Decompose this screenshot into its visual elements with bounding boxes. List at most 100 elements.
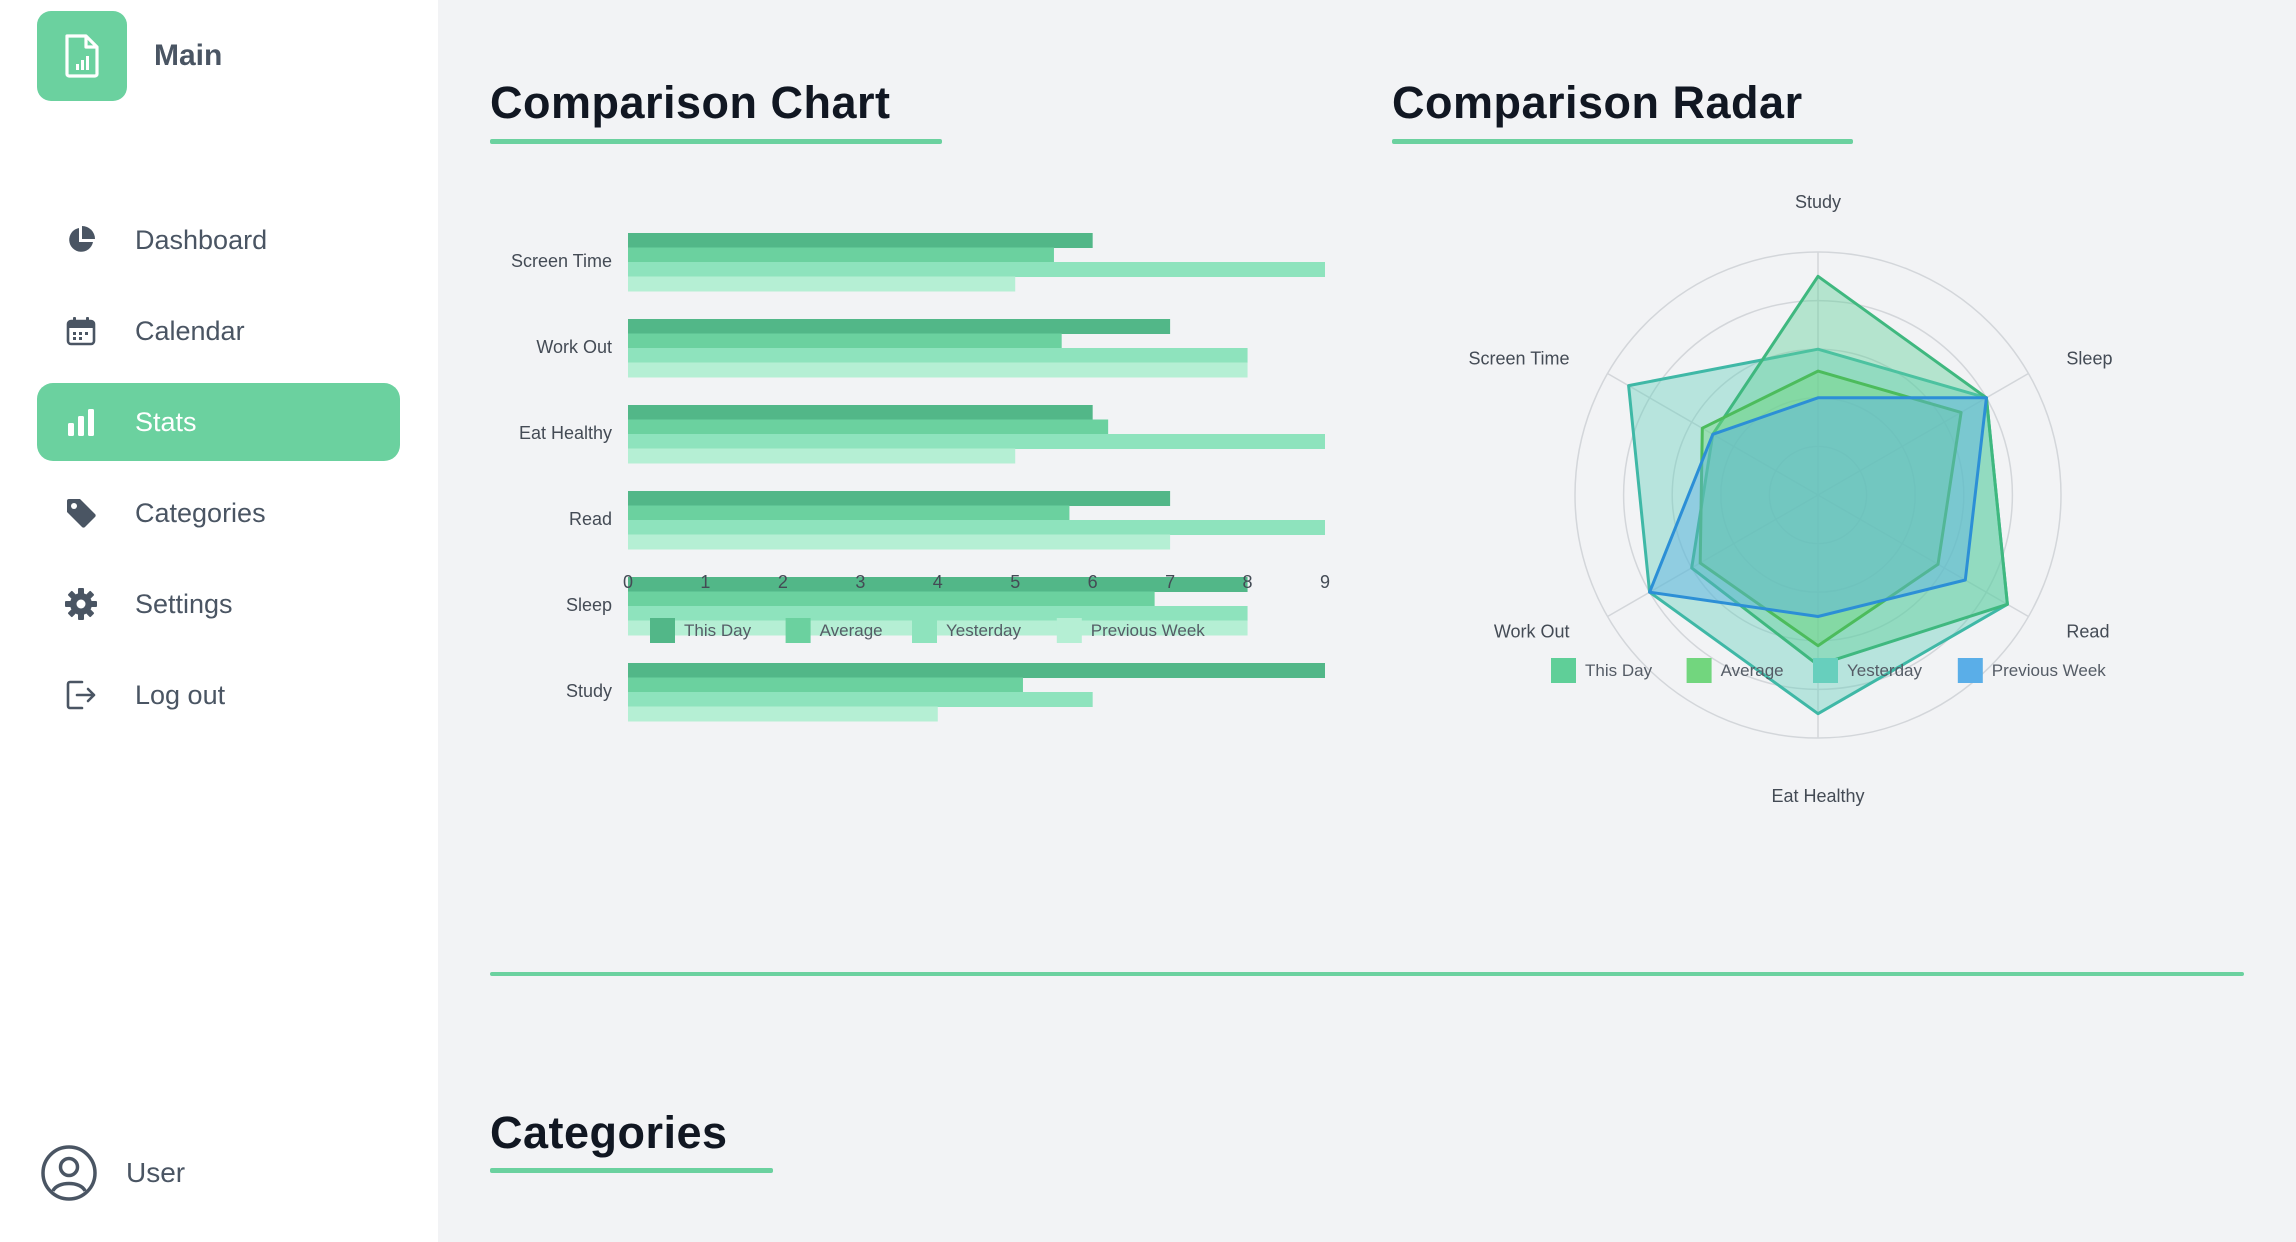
title-underline xyxy=(490,1168,773,1173)
sidebar-item-label: Log out xyxy=(135,679,226,710)
radar-axis-label: Sleep xyxy=(2066,349,2112,369)
x-tick-label: 0 xyxy=(623,572,633,592)
bar xyxy=(628,333,1062,349)
x-tick-label: 4 xyxy=(933,572,943,592)
bar xyxy=(628,362,1248,378)
bar xyxy=(628,692,1093,707)
legend-label: This Day xyxy=(1585,661,1653,680)
bar-chart-icon xyxy=(64,405,98,439)
legend-label: Previous Week xyxy=(1091,621,1206,640)
bar xyxy=(628,348,1248,363)
bar xyxy=(628,663,1325,678)
bar xyxy=(628,677,1023,693)
x-tick-label: 8 xyxy=(1243,572,1253,592)
radar-axis-label: Work Out xyxy=(1494,622,1570,642)
comparison-chart-title: Comparison Chart xyxy=(490,77,891,128)
sidebar-item-settings[interactable]: Settings xyxy=(37,565,400,643)
section-divider xyxy=(490,972,2244,976)
brand-name: Main xyxy=(154,39,223,72)
legend-swatch xyxy=(1056,618,1082,643)
legend-label: Average xyxy=(820,621,883,640)
brand[interactable]: Main xyxy=(37,11,222,101)
bar xyxy=(628,577,1248,592)
x-tick-label: 9 xyxy=(1320,572,1330,592)
bar xyxy=(628,405,1093,420)
bar xyxy=(628,319,1171,334)
bar xyxy=(628,491,1171,506)
sidebar-item-label: Dashboard xyxy=(135,224,268,255)
title-underline xyxy=(1392,139,1853,144)
legend-swatch xyxy=(785,618,811,643)
legend: This Day Average Yesterday Previous Week xyxy=(650,618,1205,643)
legend-label: Average xyxy=(1721,661,1784,680)
radar-axis-label: Study xyxy=(1795,192,1841,212)
bar xyxy=(628,434,1325,449)
radar-axis-label: Screen Time xyxy=(1469,349,1570,369)
bar xyxy=(628,505,1070,521)
legend-label: This Day xyxy=(684,621,752,640)
radar-spoke xyxy=(1817,372,2029,496)
category-label: Eat Healthy xyxy=(519,423,612,443)
gear-icon xyxy=(64,587,98,621)
pie-chart-icon xyxy=(64,223,98,257)
sidebar-item-dashboard[interactable]: Dashboard xyxy=(37,201,400,279)
sidebar-item-label: Stats xyxy=(135,406,197,437)
bar xyxy=(628,419,1109,435)
x-tick-label: 1 xyxy=(700,572,710,592)
radar-series-polygon xyxy=(1698,369,1963,648)
sidebar-item-label: Categories xyxy=(135,497,266,528)
bar xyxy=(628,247,1054,263)
legend-swatch xyxy=(1686,658,1712,683)
radar-axis-label: Read xyxy=(2066,622,2109,642)
sidebar-item-categories[interactable]: Categories xyxy=(37,474,400,552)
tag-icon xyxy=(64,496,98,530)
user-profile[interactable]: User xyxy=(40,1144,185,1202)
radar-spoke xyxy=(1817,494,2029,618)
sidebar-nav: Dashboard Calendar xyxy=(37,201,400,747)
sidebar-item-logout[interactable]: Log out xyxy=(37,656,400,734)
category-label: Sleep xyxy=(566,595,612,615)
bar xyxy=(628,276,1016,292)
radar-spoke xyxy=(1607,494,1819,618)
bar xyxy=(628,233,1093,248)
legend-label: Yesterday xyxy=(1847,661,1922,680)
bar xyxy=(628,620,1248,636)
comparison-radar-chart: Study Sleep Read Eat Healthy Work Out Screen … xyxy=(1469,192,2113,806)
legend-swatch xyxy=(1551,658,1576,683)
legend-label: Previous Week xyxy=(1992,661,2107,680)
x-tick-label: 3 xyxy=(855,572,865,592)
legend-swatch xyxy=(1813,658,1838,683)
user-name: User xyxy=(126,1157,186,1188)
bar xyxy=(628,606,1248,621)
category-label: Work Out xyxy=(536,337,612,357)
bar xyxy=(628,448,1016,464)
category-label: Screen Time xyxy=(511,251,612,271)
x-tick-label: 7 xyxy=(1165,572,1175,592)
bar xyxy=(628,534,1171,550)
legend: This Day Average Yesterday Previous Week xyxy=(1551,658,2106,683)
legend-swatch xyxy=(650,618,675,643)
calendar-icon xyxy=(64,314,98,348)
legend-label: Yesterday xyxy=(946,621,1021,640)
sidebar: Main Dashboard xyxy=(0,0,438,1242)
categories-title: Categories xyxy=(490,1107,728,1158)
bar xyxy=(628,591,1155,607)
sidebar-item-calendar[interactable]: Calendar xyxy=(37,292,400,370)
title-underline xyxy=(490,139,942,144)
category-label: Study xyxy=(566,681,612,701)
comparison-radar-title: Comparison Radar xyxy=(1392,77,1803,128)
logout-icon xyxy=(64,678,98,712)
x-tick-label: 2 xyxy=(778,572,788,592)
bar xyxy=(628,262,1325,277)
category-label: Read xyxy=(569,509,612,529)
user-avatar-icon xyxy=(40,1144,98,1202)
x-tick-label: 5 xyxy=(1010,572,1020,592)
sidebar-item-stats[interactable]: Stats xyxy=(37,383,400,461)
bar xyxy=(628,520,1325,535)
bar xyxy=(628,706,938,722)
radar-axis-label: Eat Healthy xyxy=(1771,786,1864,806)
document-chart-icon xyxy=(37,11,127,101)
sidebar-item-label: Calendar xyxy=(135,315,245,346)
legend-swatch xyxy=(912,618,937,643)
x-tick-label: 6 xyxy=(1088,572,1098,592)
